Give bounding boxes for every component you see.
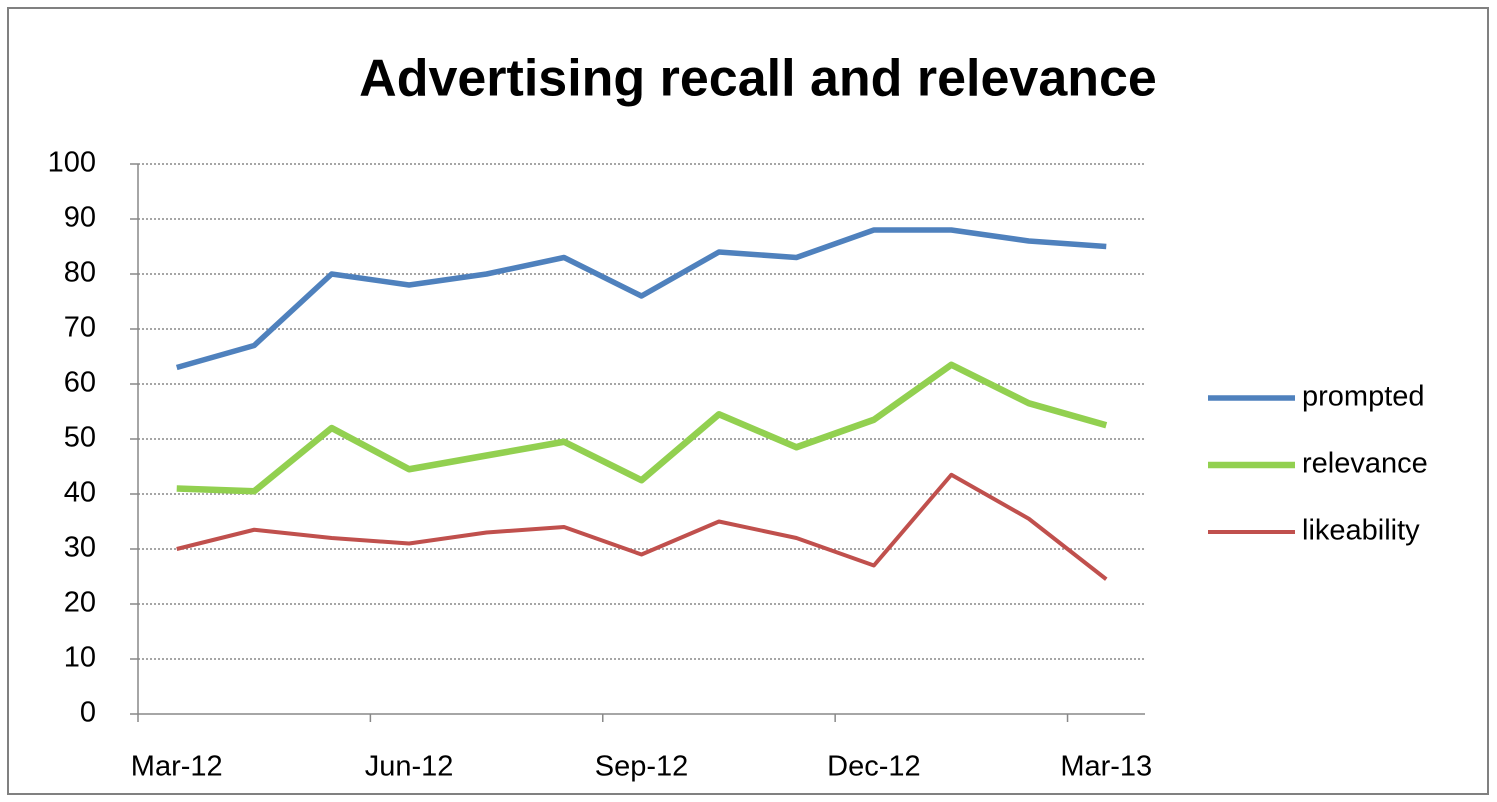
legend-label: relevance [1302,448,1428,480]
chart-frame [7,7,1489,795]
y-tick-label: 10 [64,642,96,674]
y-tick-label: 100 [48,147,96,179]
series-line [176,361,1108,495]
series-line [176,472,1108,581]
y-tick-label: 90 [64,202,96,234]
x-tick-label: Mar-13 [1060,751,1152,783]
x-tick-label: Dec-12 [827,751,921,783]
legend-label: likeability [1302,515,1420,547]
chart-title: Advertising recall and relevance [359,50,1157,108]
y-tick-label: 80 [64,257,96,289]
y-tick-label: 50 [64,422,96,454]
y-tick-label: 20 [64,587,96,619]
y-tick-label: 30 [64,532,96,564]
y-tick-label: 40 [64,477,96,509]
x-tick-label: Sep-12 [595,751,689,783]
y-tick-label: 0 [80,697,96,729]
x-tick-label: Mar-12 [131,751,223,783]
legend-label: prompted [1302,381,1425,413]
series-line [175,227,1107,371]
y-tick-label: 70 [64,312,96,344]
x-tick-label: Jun-12 [365,751,454,783]
y-tick-label: 60 [64,367,96,399]
